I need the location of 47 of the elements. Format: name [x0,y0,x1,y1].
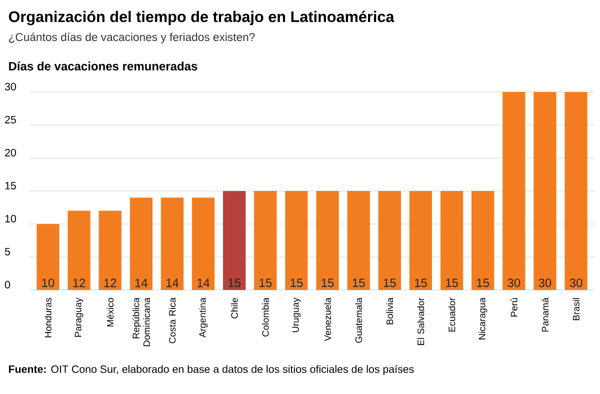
text: Fuente: OIT Cono Sur, elaborado en base a datos de los sitios oficiales de los países [8,364,414,376]
data-label: 30 [508,278,520,288]
data-label: 30 [538,278,552,288]
y-tick-label: 30 [4,82,16,90]
data-label: 15 [352,278,365,288]
x-tick-label: Argentina [198,298,208,338]
data-label: 15 [290,278,303,288]
x-tick-label: Ecuador [448,298,456,332]
x-tick-label: República Dominicana [132,298,150,346]
data-label: 12 [73,278,86,288]
x-tick-label: Paraguay [74,298,84,337]
data-label: 12 [104,278,116,288]
x-tick-label: Perú [510,298,518,316]
y-tick-label: 15 [5,182,16,190]
x-tick-label: Colombia [262,298,269,336]
x-tick-label: El Salvador [417,298,424,346]
data-label: 14 [166,278,179,288]
data-label: 14 [135,278,148,288]
data-label: 15 [322,278,334,288]
x-tick-label: Costa Rica [168,298,176,344]
x-tick-label: México [106,298,114,326]
chart-title: Organización del tiempo de trabajo en Latinoamérica [8,10,394,26]
y-tick-label: 0 [4,280,10,288]
y-tick-label: 5 [4,248,10,256]
y-tick-label: 20 [5,148,16,156]
x-tick-label: Uruguay [292,298,301,332]
data-label: 15 [477,278,490,288]
y-tick-label: 25 [5,116,16,124]
y-tick-label: 10 [5,214,16,222]
x-tick-label: Panamá [542,298,548,332]
chart-subtitle: ¿Cuántos días de vacaciones y feriados existen? [9,32,255,44]
data-label: 30 [570,278,582,288]
x-tick-label: Chile [230,298,238,318]
data-label: 15 [414,278,427,288]
x-tick-label: Brasil [572,298,580,320]
y-axis-title: Días de vacaciones remuneradas [9,62,198,70]
x-tick-label: Nicaragua [478,298,488,340]
data-label: 15 [228,278,241,288]
data-label: 15 [260,278,272,288]
x-tick-label: Venezuela [324,298,331,342]
data-label: 15 [384,278,396,288]
x-tick-label: Guatemala [355,298,362,343]
data-label: 10 [42,278,54,288]
x-tick-label: Bolivia [386,298,394,324]
data-label: 15 [446,278,458,288]
x-tick-label: Honduras [44,298,52,338]
data-label: 14 [198,278,210,288]
